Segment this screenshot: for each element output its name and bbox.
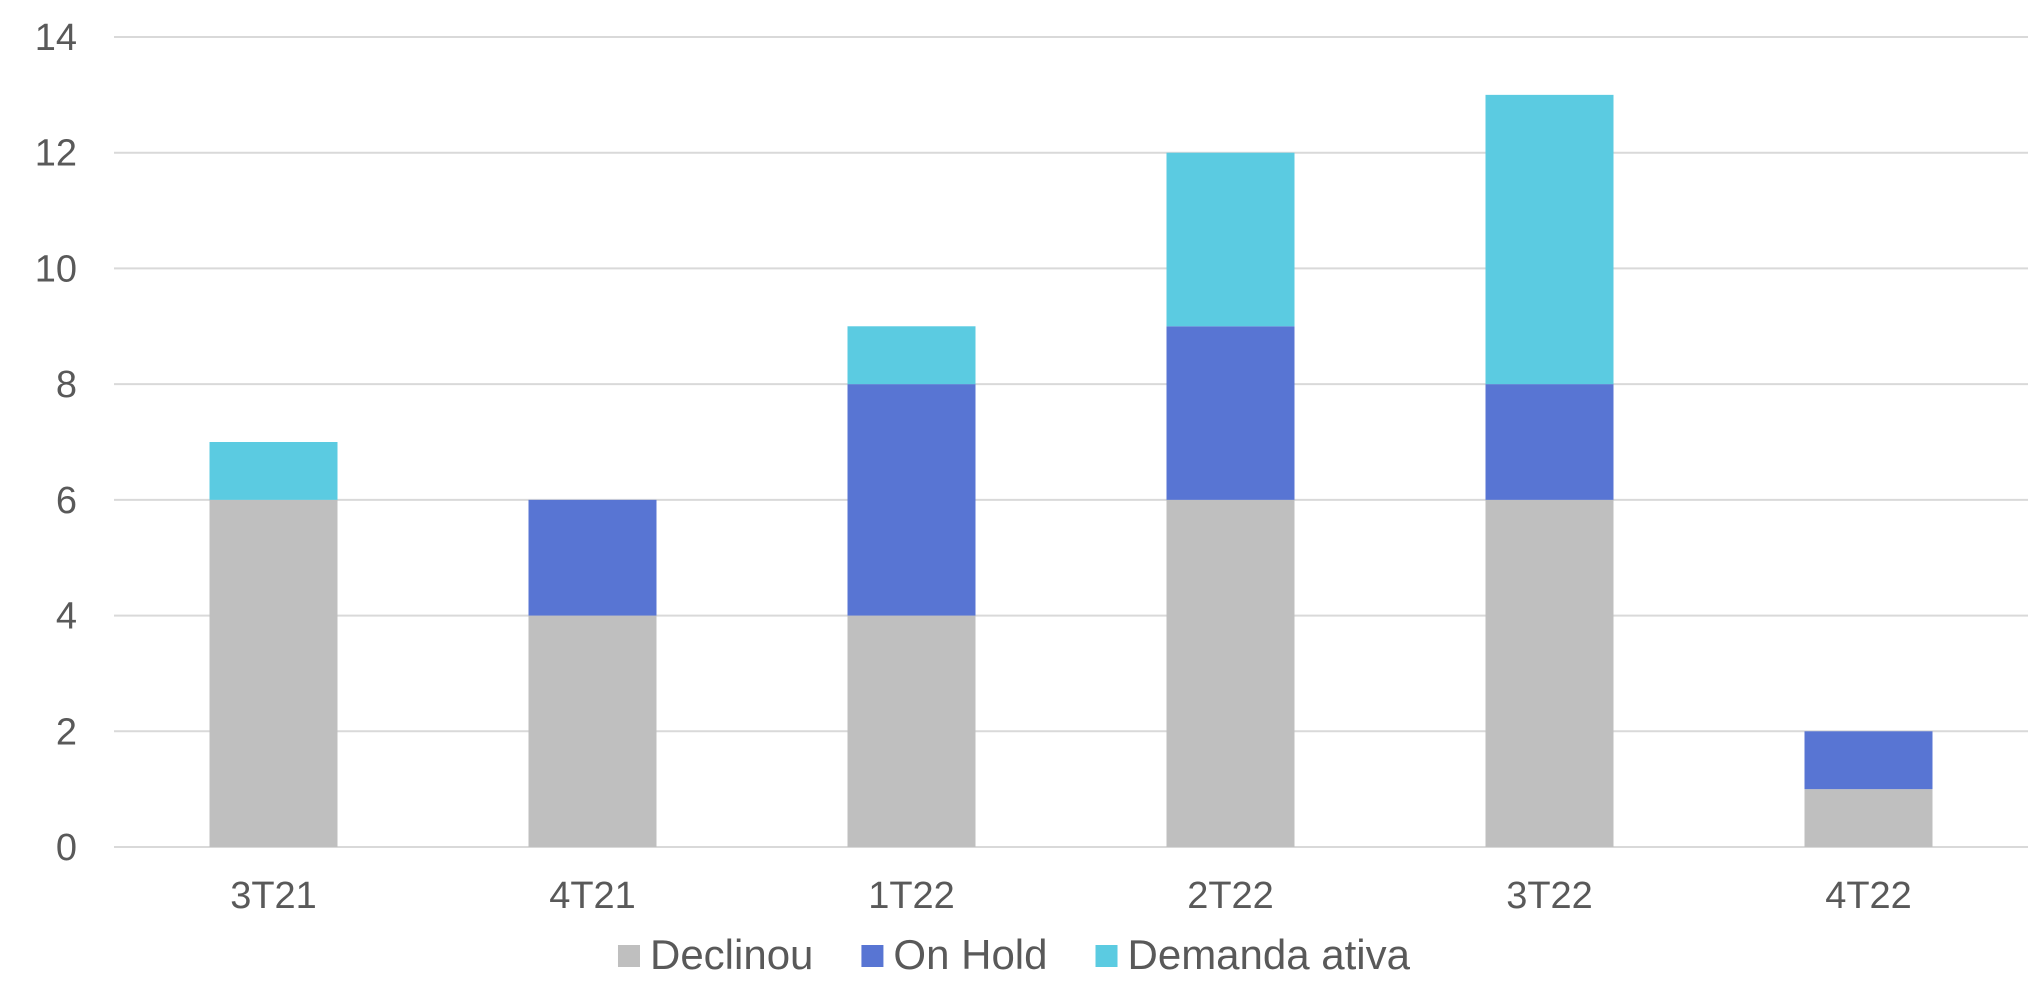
bar-segment-on-hold <box>1485 384 1614 500</box>
bar-segment-on-hold <box>847 384 976 616</box>
y-tick-label: 6 <box>56 480 77 522</box>
bar-segment-declinou <box>1166 499 1295 847</box>
gridlines <box>114 36 2028 848</box>
bar-segment-declinou <box>528 615 657 847</box>
y-axis: 0 2 4 6 8 10 12 14 <box>35 17 77 869</box>
legend-item: Demanda ativa <box>1095 931 1411 978</box>
bar-segment-on-hold <box>1166 326 1295 500</box>
bar-segment-declinou <box>847 615 976 847</box>
legend-label: On Hold <box>893 931 1047 978</box>
y-tick-label: 4 <box>56 596 77 638</box>
y-tick-label: 10 <box>35 248 77 290</box>
bars <box>209 94 1933 847</box>
bar-segment-demanda-ativa <box>209 442 338 500</box>
legend-label: Declinou <box>650 931 813 978</box>
bar-segment-on-hold <box>1804 731 1933 790</box>
bar-segment-on-hold <box>528 499 657 616</box>
bar-segment-demanda-ativa <box>1485 94 1614 385</box>
legend-swatch <box>617 945 640 967</box>
legend-item: On Hold <box>861 931 1048 978</box>
x-axis: 3T21 4T21 1T22 2T22 3T22 4T22 <box>230 875 1912 917</box>
legend-label: Demanda ativa <box>1128 931 1411 978</box>
x-tick-label: 2T22 <box>1187 875 1274 917</box>
bar-segment-declinou <box>1485 499 1614 847</box>
bar-segment-declinou <box>209 499 338 847</box>
bar-segment-declinou <box>1804 789 1933 847</box>
x-tick-label: 4T21 <box>549 875 636 917</box>
legend-swatch <box>1095 945 1118 967</box>
y-tick-label: 14 <box>35 17 77 59</box>
x-tick-label: 3T22 <box>1506 875 1593 917</box>
y-tick-label: 8 <box>56 364 77 406</box>
legend-swatch <box>861 945 884 967</box>
x-tick-label: 3T21 <box>230 875 317 917</box>
legend-item: Declinou <box>617 931 813 978</box>
bar-segment-demanda-ativa <box>1166 152 1295 327</box>
bar-segment-demanda-ativa <box>847 326 976 385</box>
legend: Declinou On Hold Demanda ativa <box>617 931 1411 978</box>
y-tick-label: 12 <box>35 133 77 175</box>
x-tick-label: 4T22 <box>1825 875 1912 917</box>
x-tick-label: 1T22 <box>868 875 955 917</box>
y-tick-label: 0 <box>56 827 77 869</box>
y-tick-label: 2 <box>56 711 77 753</box>
